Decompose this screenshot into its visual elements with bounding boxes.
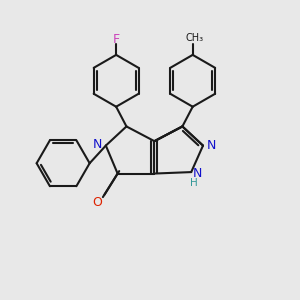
Text: O: O xyxy=(93,196,103,209)
Text: N: N xyxy=(207,139,216,152)
Text: F: F xyxy=(112,33,120,46)
Text: N: N xyxy=(192,167,202,180)
Text: H: H xyxy=(190,178,198,188)
Text: CH₃: CH₃ xyxy=(186,33,204,43)
Text: N: N xyxy=(93,138,102,151)
